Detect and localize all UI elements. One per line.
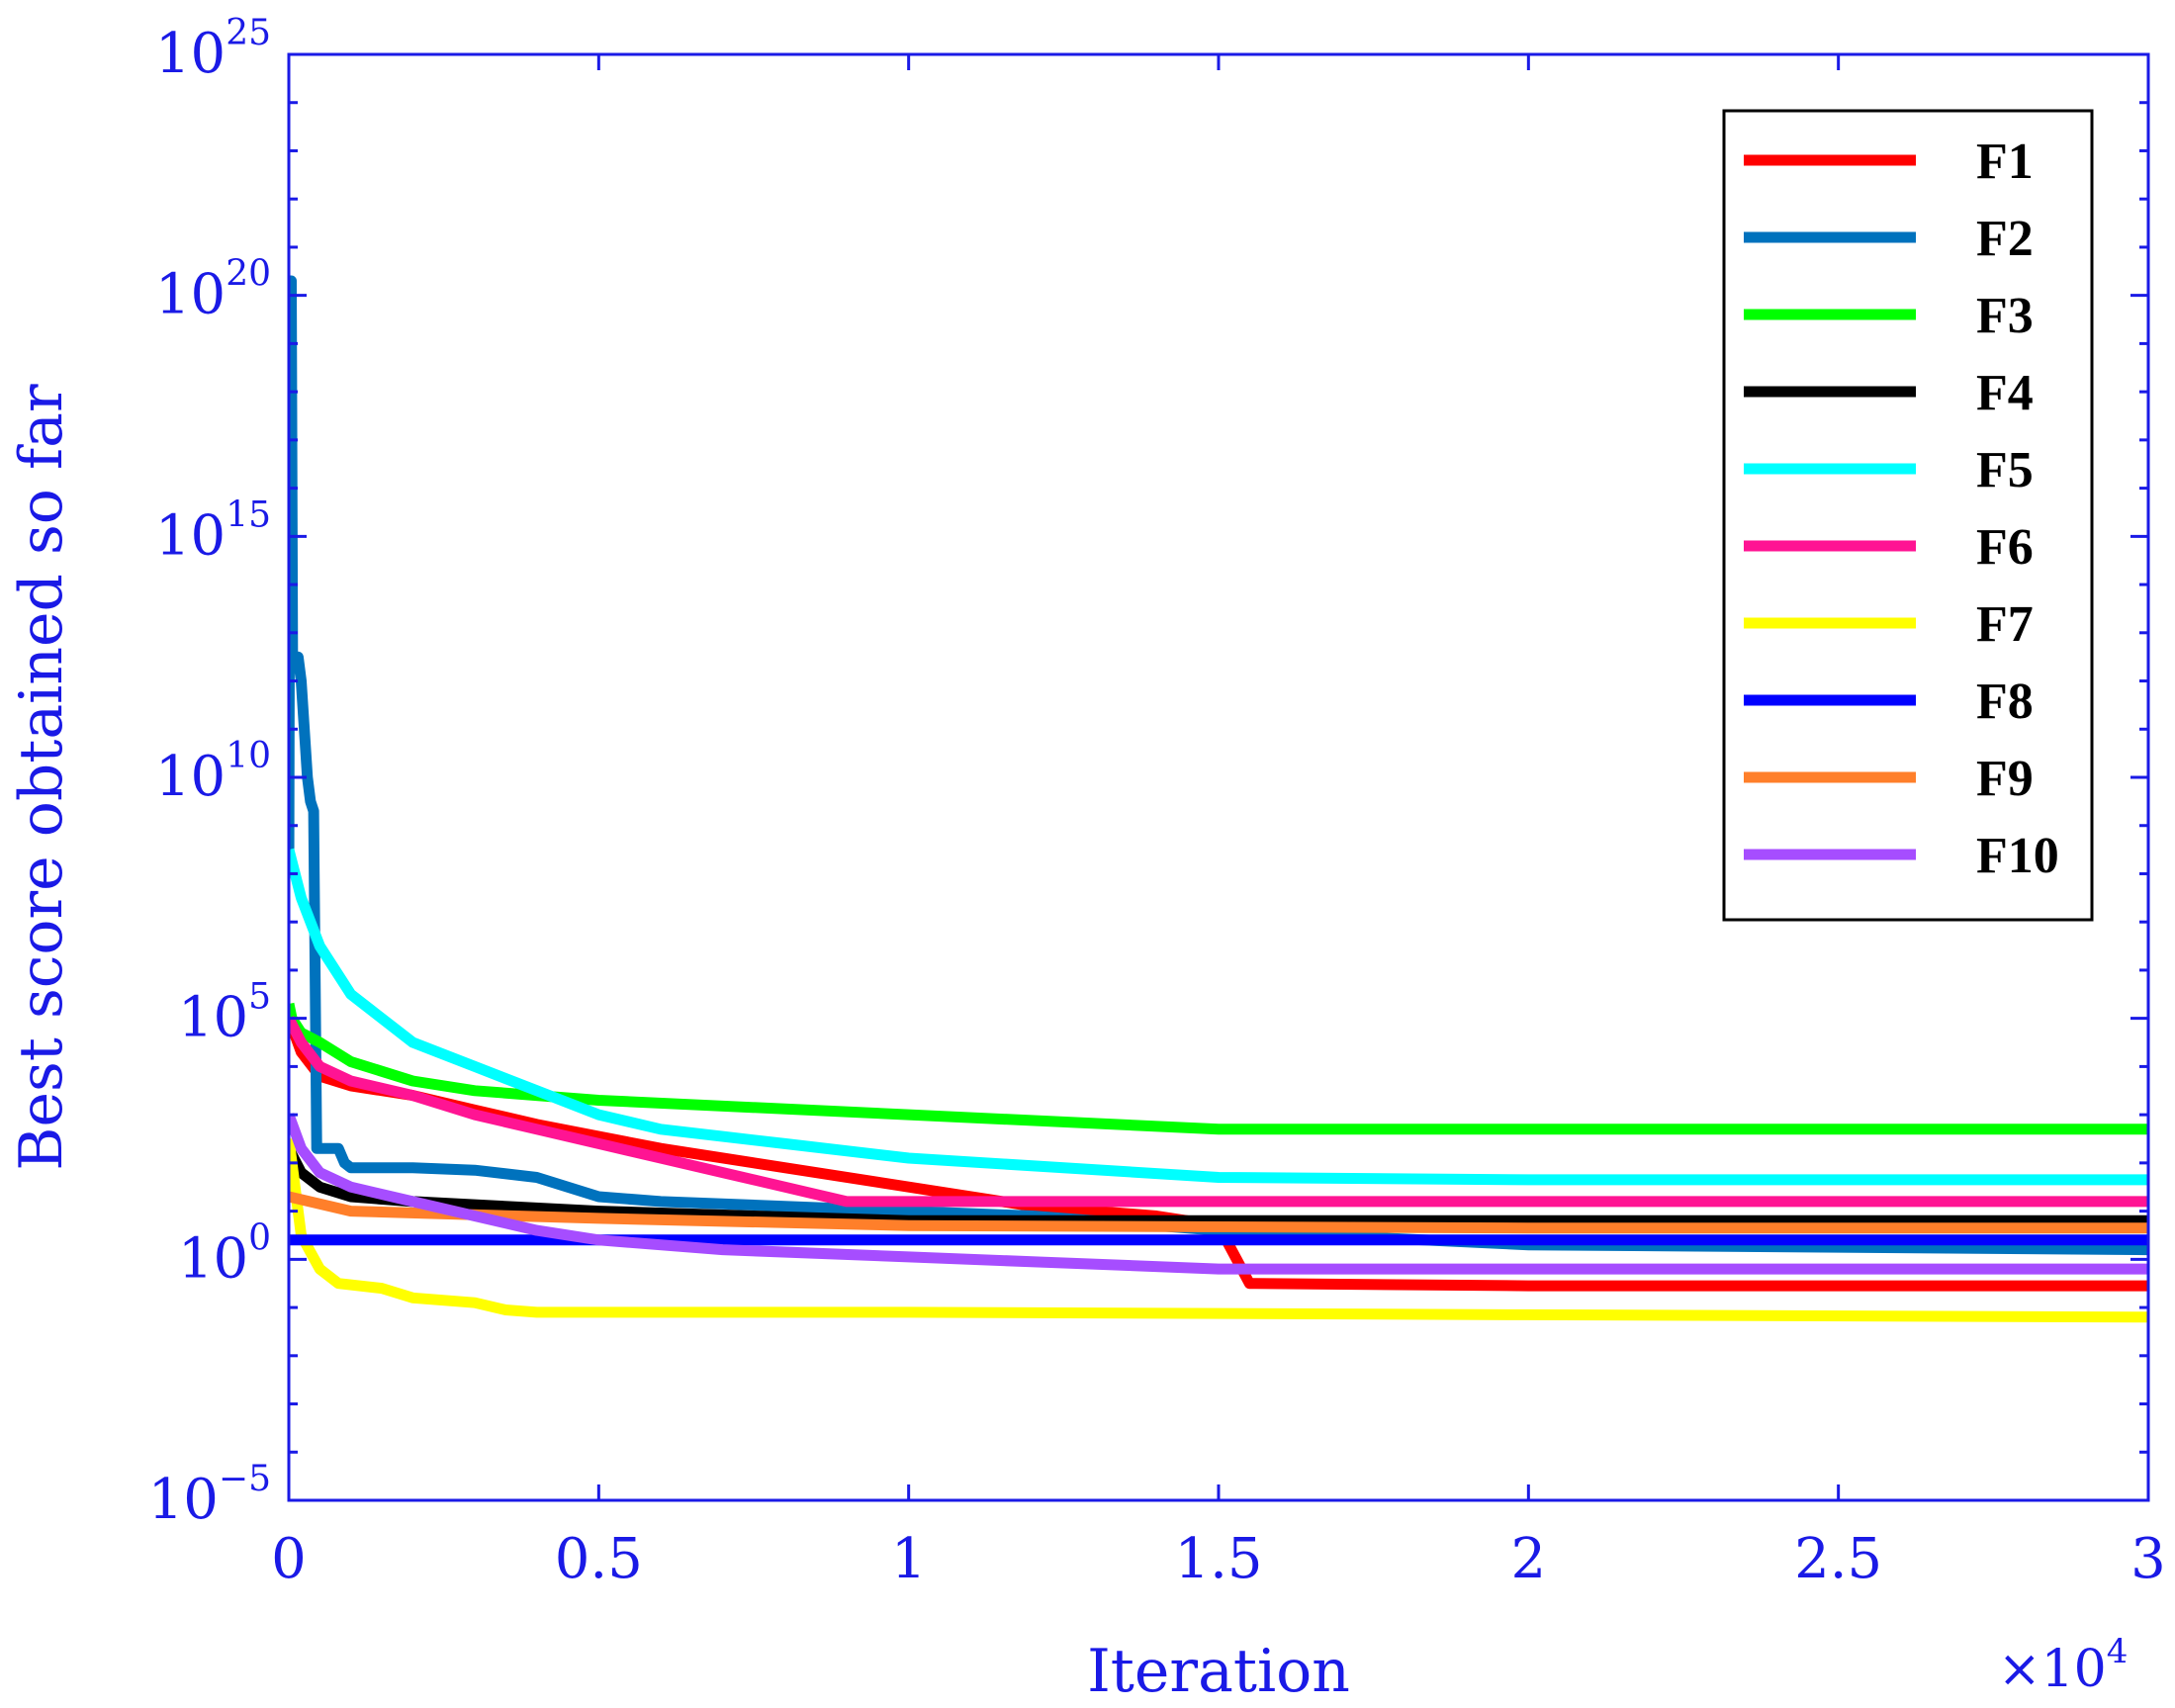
y-tick-exponent: 25 — [226, 13, 271, 53]
x-tick-label: 3 — [2130, 1527, 2166, 1591]
y-tick-base: 10 — [178, 986, 248, 1050]
legend-label-f10: F10 — [1976, 828, 2059, 884]
series-line-f6 — [289, 1016, 2148, 1208]
y-tick-label: 1010 — [155, 736, 271, 809]
y-tick-exponent: 0 — [248, 1217, 271, 1258]
series-line-f10 — [289, 1113, 2148, 1275]
labels-layer: Iteration Best score obtained so far ×10… — [7, 384, 2128, 1706]
x-tick-label: 1 — [891, 1527, 927, 1591]
y-tick-base: 10 — [148, 1468, 219, 1532]
y-tick-label: 100 — [178, 1217, 271, 1291]
x-tick-label: 1.5 — [1174, 1527, 1262, 1591]
series-line-f5 — [289, 848, 2148, 1186]
series-line-f2 — [289, 275, 2148, 1256]
y-tick-base: 10 — [155, 745, 226, 809]
series-line-f1 — [289, 1016, 2148, 1292]
y-tick-label: 1015 — [155, 494, 271, 568]
x-axis-multiplier: ×104 — [1998, 1632, 2128, 1699]
x-tick-label: 2 — [1511, 1527, 1547, 1591]
series-line-f9 — [289, 1191, 2148, 1234]
legend-label-f5: F5 — [1976, 442, 2034, 498]
legend-label-f7: F7 — [1976, 596, 2034, 653]
y-tick-base: 10 — [155, 503, 226, 568]
legend-label-f4: F4 — [1976, 365, 2034, 421]
y-tick-label: 10−5 — [148, 1459, 271, 1532]
legend: F1 F2 F3 F4 F5 F6 F7 F8 F9 F10 — [1722, 109, 2094, 922]
y-tick-label: 1020 — [155, 254, 271, 327]
y-tick-label: 1025 — [155, 13, 271, 86]
legend-label-f6: F6 — [1976, 519, 2034, 576]
x-axis-label: Iteration — [1087, 1637, 1350, 1706]
y-tick-label: 105 — [178, 977, 271, 1050]
y-tick-exponent: 5 — [248, 977, 271, 1018]
y-tick-base: 10 — [155, 22, 226, 86]
y-tick-exponent: 15 — [226, 494, 271, 535]
y-tick-exponent: 20 — [226, 254, 271, 295]
legend-label-f8: F8 — [1976, 674, 2034, 730]
x-tick-label: 2.5 — [1794, 1527, 1882, 1591]
x-multiplier-base: ×10 — [1998, 1640, 2107, 1699]
x-tick-label: 0 — [271, 1527, 307, 1591]
y-axis-label: Best score obtained so far — [7, 384, 76, 1171]
y-tick-base: 10 — [178, 1226, 248, 1291]
legend-label-f1: F1 — [1976, 134, 2034, 190]
legend-box — [1722, 109, 2094, 922]
y-tick-base: 10 — [155, 263, 226, 327]
x-tick-label: 0.5 — [555, 1527, 643, 1591]
legend-label-f9: F9 — [1976, 751, 2034, 807]
x-multiplier-exponent: 4 — [2107, 1632, 2129, 1671]
series-layer — [289, 275, 2148, 1323]
legend-label-f3: F3 — [1976, 288, 2034, 344]
y-tick-exponent: −5 — [219, 1459, 271, 1499]
y-tick-exponent: 10 — [226, 736, 271, 776]
legend-label-f2: F2 — [1976, 211, 2034, 267]
series-line-f7 — [289, 1137, 2148, 1323]
